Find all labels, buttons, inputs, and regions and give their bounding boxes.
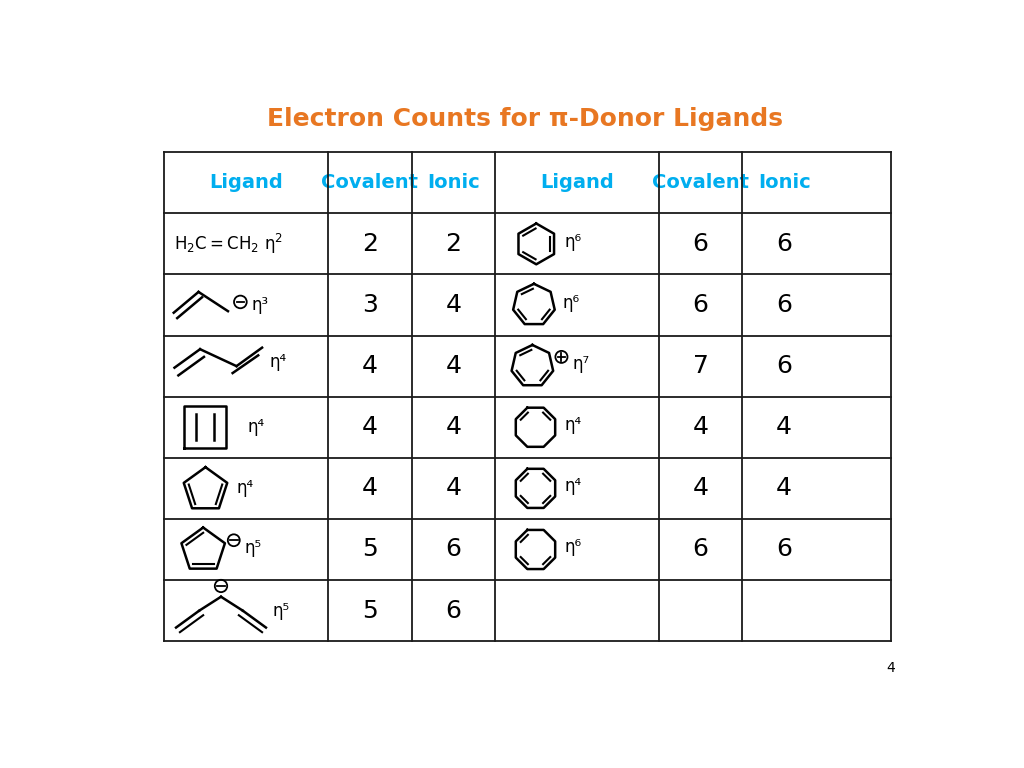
Text: 4: 4 bbox=[361, 476, 378, 501]
Text: Ligand: Ligand bbox=[209, 174, 283, 192]
Text: Ligand: Ligand bbox=[540, 174, 613, 192]
Text: 6: 6 bbox=[776, 538, 793, 561]
Text: 4: 4 bbox=[692, 415, 709, 439]
Text: 6: 6 bbox=[692, 538, 709, 561]
Text: η⁷: η⁷ bbox=[572, 355, 590, 372]
Text: η⁵: η⁵ bbox=[273, 601, 290, 620]
Text: 6: 6 bbox=[776, 232, 793, 256]
Text: η⁴: η⁴ bbox=[269, 353, 286, 371]
Text: 3: 3 bbox=[361, 293, 378, 317]
Text: 4: 4 bbox=[445, 354, 462, 378]
Text: 2: 2 bbox=[445, 232, 462, 256]
Text: η⁴: η⁴ bbox=[564, 477, 582, 495]
Text: 4: 4 bbox=[887, 661, 895, 675]
Text: 4: 4 bbox=[361, 415, 378, 439]
Text: Covalent: Covalent bbox=[322, 174, 418, 192]
Text: 6: 6 bbox=[692, 232, 709, 256]
Text: 6: 6 bbox=[445, 538, 462, 561]
Text: η⁶: η⁶ bbox=[564, 538, 582, 556]
Text: 4: 4 bbox=[445, 293, 462, 317]
Text: 4: 4 bbox=[776, 476, 793, 501]
Text: 6: 6 bbox=[776, 354, 793, 378]
Text: 6: 6 bbox=[776, 293, 793, 317]
Text: Ionic: Ionic bbox=[758, 174, 811, 192]
Text: η⁶: η⁶ bbox=[564, 233, 582, 250]
Text: η³: η³ bbox=[251, 296, 268, 314]
Text: H$_2$C$=$CH$_2$ η$^2$: H$_2$C$=$CH$_2$ η$^2$ bbox=[174, 232, 283, 256]
Text: 4: 4 bbox=[445, 476, 462, 501]
Text: Ionic: Ionic bbox=[427, 174, 480, 192]
Text: η⁵: η⁵ bbox=[245, 539, 262, 557]
Text: η⁶: η⁶ bbox=[563, 293, 581, 312]
Text: 4: 4 bbox=[445, 415, 462, 439]
Text: 4: 4 bbox=[776, 415, 793, 439]
Text: 6: 6 bbox=[692, 293, 709, 317]
Text: Covalent: Covalent bbox=[652, 174, 749, 192]
Text: 6: 6 bbox=[445, 598, 462, 623]
Text: 2: 2 bbox=[361, 232, 378, 256]
Text: 7: 7 bbox=[692, 354, 709, 378]
Text: 4: 4 bbox=[692, 476, 709, 501]
Text: η⁴: η⁴ bbox=[237, 479, 253, 498]
Text: 5: 5 bbox=[361, 538, 378, 561]
Text: 4: 4 bbox=[361, 354, 378, 378]
Text: 5: 5 bbox=[361, 598, 378, 623]
Text: Electron Counts for π-Donor Ligands: Electron Counts for π-Donor Ligands bbox=[267, 107, 782, 131]
Text: η⁴: η⁴ bbox=[564, 416, 582, 434]
Text: η⁴: η⁴ bbox=[248, 419, 264, 436]
